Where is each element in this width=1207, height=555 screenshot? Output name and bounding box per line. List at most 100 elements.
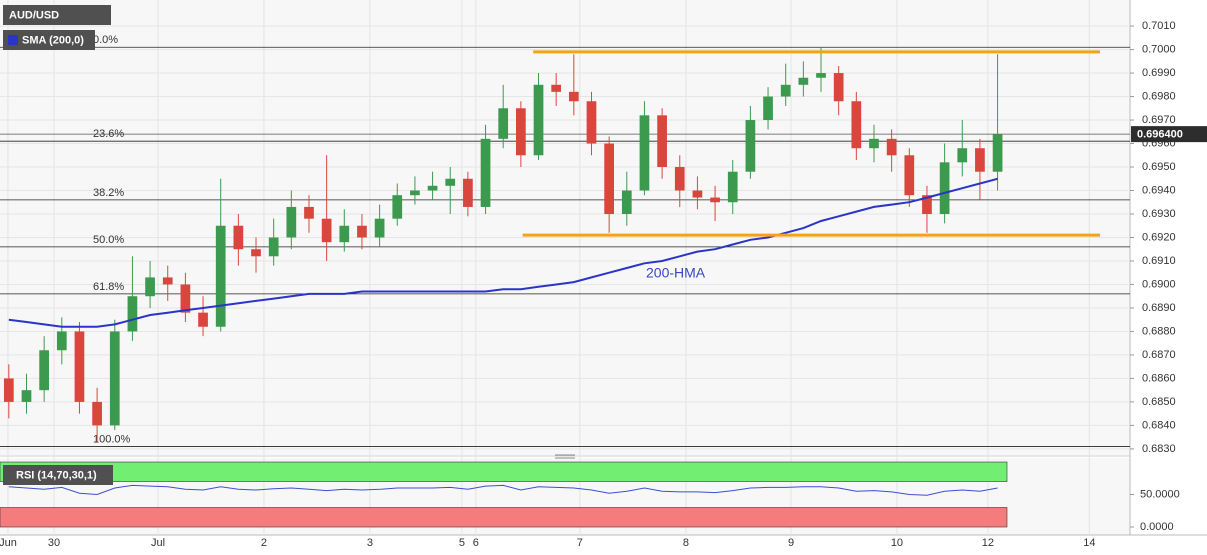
y-tick-label: 0.6880 (1142, 325, 1176, 337)
rsi-band (0, 507, 1008, 528)
candle-body (198, 312, 208, 327)
y-tick-label: 50.0000 (1140, 488, 1180, 500)
candle-body (833, 73, 844, 102)
candle-body (869, 138, 879, 149)
y-tick-label: 0.6890 (1142, 302, 1176, 314)
candle-body (939, 162, 950, 214)
candle-body (304, 206, 314, 219)
y-tick-label: 0.6870 (1142, 349, 1176, 361)
candle-body (498, 108, 509, 139)
candle-body (727, 171, 738, 203)
y-tick-label: 0.6850 (1142, 396, 1176, 408)
last-price-label: 0.696400 (1137, 129, 1183, 141)
candle-body (321, 218, 332, 243)
candle-body (233, 225, 244, 250)
y-tick-label: 0.6950 (1142, 161, 1176, 173)
x-tick-label: Jul (151, 537, 165, 549)
candle-body (180, 284, 191, 313)
candle-body (286, 206, 297, 238)
candle-body (816, 73, 826, 78)
candle-body (127, 296, 138, 332)
candle-body (586, 101, 597, 144)
rsi-band (0, 461, 1008, 482)
candle-body (56, 331, 67, 351)
ma-annotation: 200-HMA (646, 265, 706, 281)
candle-body (975, 148, 985, 172)
candle-body (215, 225, 226, 327)
candle-body (798, 77, 809, 85)
y-tick-label: 0.6970 (1142, 114, 1176, 126)
candle-body (604, 143, 614, 214)
overlay-layer: AUD/USD SMA (200,0) 200-HMA RSI (14,70,3… (3, 5, 706, 485)
x-tick-label: 9 (788, 537, 794, 549)
candle-body (516, 108, 526, 156)
candle-body (551, 84, 562, 92)
candle-body (21, 390, 32, 402)
candle-body (162, 277, 173, 285)
plot-layer: Jun 30 Jul 2 3 5 6 7 8 9 10 12 14 0.6830 0.6840 0.6850 0… (0, 0, 1180, 549)
x-tick-label: 3 (367, 537, 373, 549)
fib-label: 100.0% (93, 433, 131, 445)
candle-body (480, 138, 491, 207)
candle-body (621, 190, 632, 214)
candle-body (992, 134, 1003, 172)
candle-body (568, 91, 579, 102)
y-tick-label: 0.6900 (1142, 278, 1176, 290)
candle-body (463, 178, 473, 207)
candle-body (710, 197, 720, 203)
candle-body (780, 84, 791, 97)
ma-line (8, 177, 998, 328)
candle-body (145, 277, 155, 297)
candle-body (692, 190, 703, 198)
candle-body (339, 225, 350, 243)
y-tick-label: 0.6990 (1142, 67, 1176, 79)
x-tick-label: 2 (261, 537, 267, 549)
y-tick-label: 0.7010 (1142, 20, 1176, 32)
candle-body (957, 148, 968, 163)
price-panel (0, 0, 1130, 455)
candle-body (674, 167, 685, 191)
candle-body (374, 218, 385, 238)
candle-body (427, 185, 438, 191)
rsi-line (8, 484, 998, 496)
candle-body (922, 195, 932, 214)
y-tick-label: 0.6860 (1142, 372, 1176, 384)
y-tick-label: 0.6910 (1142, 255, 1176, 267)
fib-label: 0.0% (93, 34, 118, 46)
candle-body (445, 178, 456, 186)
candle-body (109, 331, 120, 426)
legend-box[interactable] (3, 5, 111, 25)
legend-box[interactable] (3, 30, 95, 50)
x-tick-label: 6 (473, 537, 479, 549)
candle-body (410, 190, 420, 196)
y-tick-label: 0.6920 (1142, 231, 1176, 243)
y-tick-label: 0.7000 (1142, 43, 1176, 55)
y-tick-label: 0.6840 (1142, 419, 1176, 431)
candle-body (745, 120, 756, 172)
legend-box[interactable] (3, 465, 113, 485)
y-tick-label: 0.0000 (1140, 521, 1174, 533)
legend-symbol: AUD/USD (9, 9, 59, 21)
fib-label: 61.8% (93, 281, 124, 293)
candle-body (268, 237, 279, 257)
candle-body (533, 84, 544, 156)
legend-swatch (8, 35, 18, 45)
candle-body (74, 331, 85, 402)
candle-body (39, 350, 49, 391)
x-tick-label: 10 (891, 537, 903, 549)
candle-body (657, 115, 667, 168)
legend-indicator: SMA (200,0) (22, 34, 84, 46)
fib-label: 50.0% (93, 234, 124, 246)
candle-body (904, 155, 915, 196)
y-tick-label: 0.6930 (1142, 208, 1176, 220)
x-tick-label: 5 (459, 537, 465, 549)
y-tick-label: 0.6830 (1142, 443, 1176, 455)
candle-body (763, 96, 773, 121)
candle-body (639, 115, 650, 191)
candle-body (851, 101, 862, 149)
y-tick-label: 0.6980 (1142, 90, 1176, 102)
x-tick-label: 12 (982, 537, 994, 549)
x-tick-label: 8 (683, 537, 689, 549)
